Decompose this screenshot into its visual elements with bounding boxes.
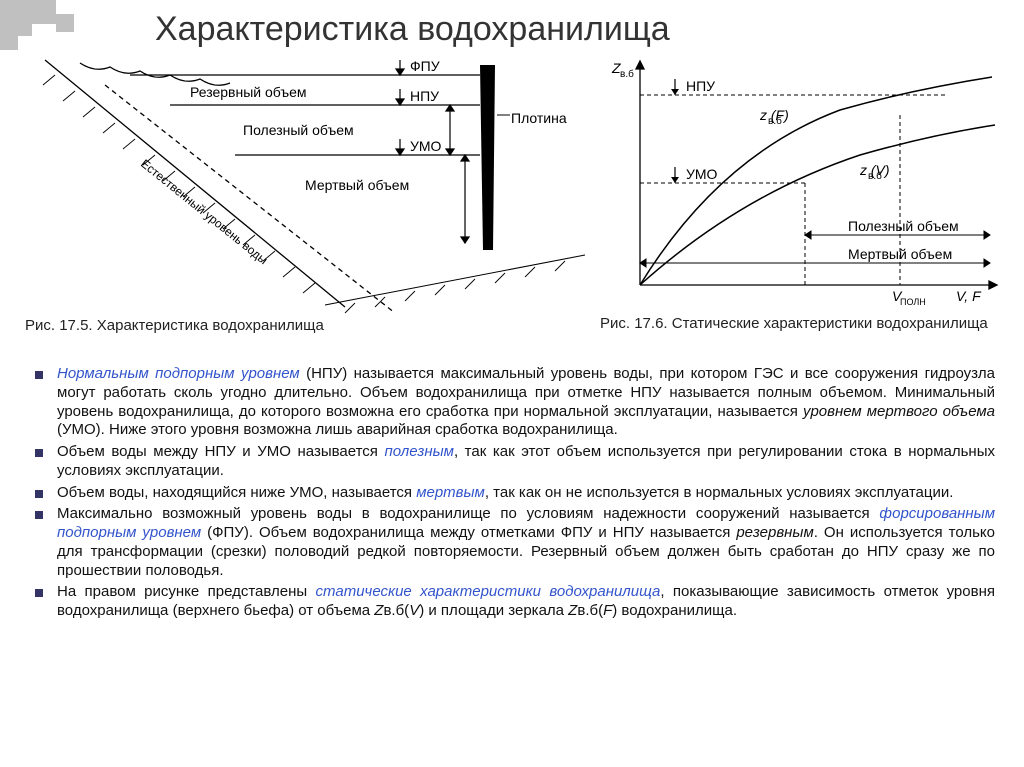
dam-shape [480, 65, 495, 250]
svg-text:Резервный объем: Резервный объем [190, 84, 306, 100]
bullet-item: Объем воды, находящийся ниже УМО, называ… [35, 484, 995, 503]
text-fragment: уровнем мертвого объема [803, 403, 995, 420]
figure-left: ФПУ НПУ УМО Резервный объем Полезный объ… [25, 55, 590, 350]
svg-text:в.б: в.б [620, 68, 634, 80]
text-fragment: F [603, 602, 612, 619]
text-fragment: Максимально возможный уровень воды в вод… [57, 505, 879, 522]
text-fragment: полезным [385, 443, 454, 460]
figure-right-caption: Рис. 17.6. Статические характеристики во… [600, 315, 990, 332]
figure-left-caption: Рис. 17.5. Характеристика водохранилища [25, 317, 590, 334]
bullet-item: На правом рисунке представлены статическ… [35, 583, 995, 621]
text-fragment: V [409, 602, 419, 619]
svg-text:в.б: в.б [768, 115, 782, 127]
text-fragment: На правом рисунке представлены [57, 583, 316, 600]
page-title: Характеристика водохранилища [155, 10, 670, 49]
svg-text:в.б: в.б [868, 170, 882, 182]
dam-base-hatch [325, 255, 585, 313]
corner-decoration [0, 0, 120, 50]
bullet-item: Максимально возможный уровень воды в вод… [35, 505, 995, 580]
svg-text:ФПУ: ФПУ [410, 58, 440, 74]
figures-row: ФПУ НПУ УМО Резервный объем Полезный объ… [25, 55, 1000, 350]
text-fragment: Объем воды между НПУ и УМО называется [57, 443, 385, 460]
text-fragment: Нормальным подпорным уровнем [57, 365, 300, 382]
text-fragment: (ФПУ). Объем водохранилища между отметка… [201, 524, 736, 541]
svg-text:НПУ: НПУ [686, 78, 715, 94]
fig-left-labels: ФПУ НПУ УМО Резервный объем Полезный объ… [138, 58, 567, 267]
svg-text:Мертвый объем: Мертвый объем [305, 177, 409, 193]
text-fragment: статические характеристики водохранилища [316, 583, 661, 600]
text-fragment: (УМО). Ниже этого уровня возможна лишь а… [57, 421, 618, 438]
extent-arrows [446, 105, 469, 243]
text-fragment: ) водохранилища. [612, 602, 737, 619]
svg-text:УМО: УМО [410, 138, 442, 154]
text-fragment: Z [568, 602, 577, 619]
svg-text:УМО: УМО [686, 166, 718, 182]
text-fragment: в.б( [383, 602, 409, 619]
body-text: Нормальным подпорным уровнем (НПУ) назыв… [35, 365, 995, 624]
text-fragment: резервным [736, 524, 813, 541]
svg-text:Плотина: Плотина [511, 110, 567, 126]
text-fragment: , так как он не используется в нормальны… [485, 484, 954, 501]
svg-text:ПОЛН: ПОЛН [900, 297, 926, 307]
text-fragment: Объем воды, находящийся ниже УМО, называ… [57, 484, 416, 501]
svg-text:Полезный объем: Полезный объем [848, 218, 959, 234]
text-fragment: в.б( [577, 602, 603, 619]
svg-text:V, F: V, F [956, 288, 982, 304]
figure-right: Z в.б НПУ УМО z (F) в.б z (V) в.б Полезн… [600, 55, 1000, 350]
bullet-item: Объем воды между НПУ и УМО называется по… [35, 443, 995, 481]
svg-text:НПУ: НПУ [410, 88, 439, 104]
svg-text:Мертвый объем: Мертвый объем [848, 246, 952, 262]
bullet-item: Нормальным подпорным уровнем (НПУ) назыв… [35, 365, 995, 440]
bullet-list: Нормальным подпорным уровнем (НПУ) назыв… [35, 365, 995, 621]
svg-text:Полезный объем: Полезный объем [243, 122, 354, 138]
level-arrows [396, 60, 404, 155]
text-fragment: мертвым [416, 484, 485, 501]
text-fragment: ) и площади зеркала [419, 602, 568, 619]
svg-text:Естественный уровень воды: Естественный уровень воды [138, 156, 270, 267]
